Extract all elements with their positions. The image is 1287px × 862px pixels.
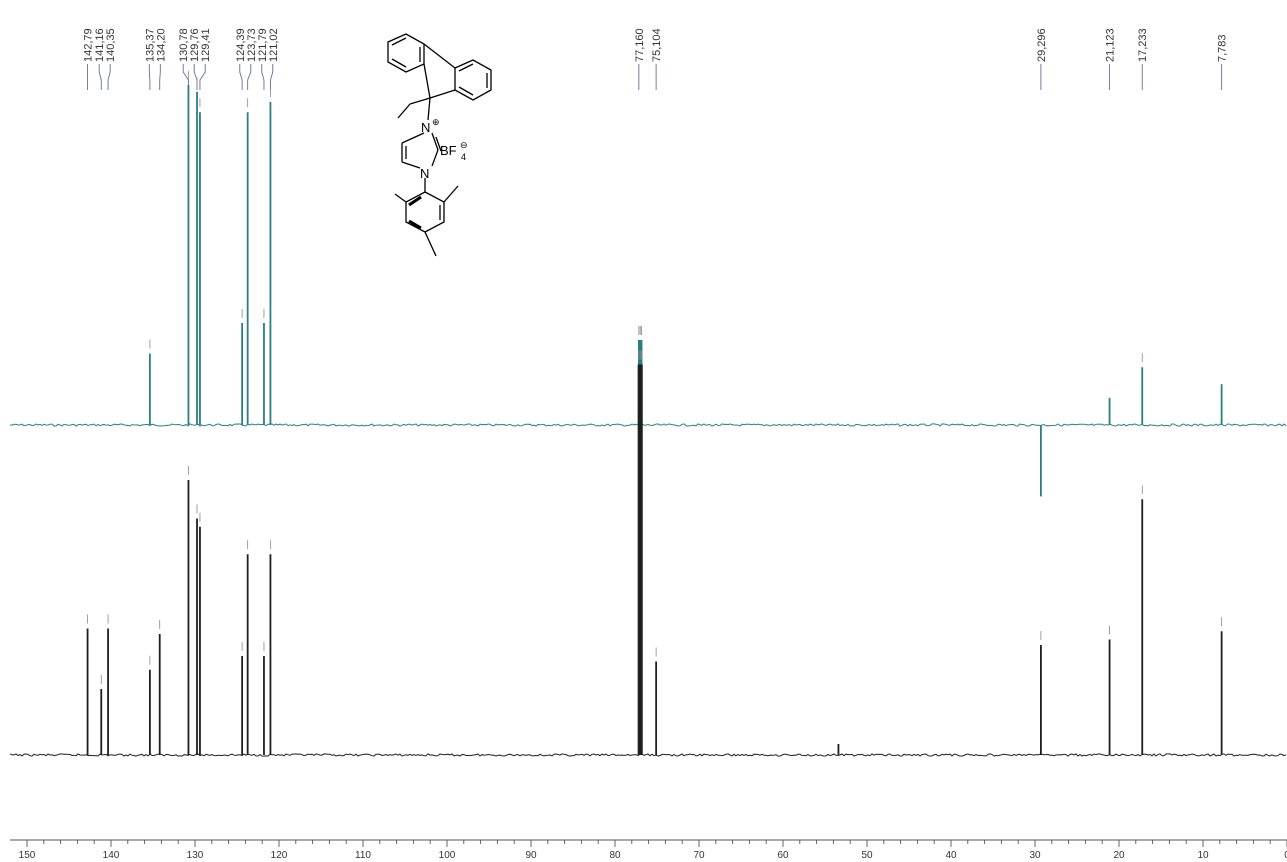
fluorenyl-right-ring [454, 59, 492, 101]
x-tick-label: 30 [1029, 850, 1041, 861]
peak-label: 17,233 [1137, 28, 1149, 90]
peak-label: 129,41 [199, 28, 212, 90]
peak-label-text: 123,73 [246, 28, 258, 62]
x-tick-label: 130 [187, 850, 204, 861]
peak-label: 121,02 [268, 28, 280, 90]
x-tick-label: 140 [103, 850, 120, 861]
peak-label-leader [98, 64, 102, 90]
peak-label-leader [199, 64, 206, 90]
peak-label-text: 124,39 [235, 28, 247, 62]
x-tick-label: 20 [1113, 850, 1125, 861]
peak-label-text: 140,35 [105, 28, 117, 62]
peak-label: 135,37 [144, 28, 156, 90]
molecule-labels: N ⊕ N BF 4 ⊖ [420, 117, 468, 181]
spectrum-layer [9, 71, 1287, 757]
x-tick-label: 110 [355, 850, 371, 861]
peak-label-text: 142,79 [83, 28, 95, 62]
peak-label: 141,16 [94, 28, 106, 90]
x-tick-label: 90 [525, 850, 537, 861]
x-axis: 1501401301201101009080706050403020100 [10, 839, 1287, 861]
anion-charge-icon: ⊖ [460, 140, 468, 150]
molecule-structure [387, 33, 492, 257]
x-tick-label: 10 [1197, 850, 1209, 861]
x-tick-label: 60 [777, 850, 789, 861]
peak-label-leader [261, 64, 265, 90]
x-tick-label: 100 [439, 850, 456, 861]
peak-label: 7,783 [1217, 34, 1229, 90]
peak-label: 75,104 [651, 28, 663, 90]
spectrum-baseline [9, 423, 1287, 427]
anion-label: BF [440, 143, 457, 158]
peak-label-leader [107, 64, 111, 90]
peak-label-text: 29,296 [1036, 28, 1048, 62]
cation-nitrogen-label: N [421, 120, 430, 135]
x-tick-label: 80 [609, 850, 621, 861]
cation-charge-icon: ⊕ [432, 117, 440, 127]
anion-subscript: 4 [461, 152, 466, 162]
x-tick-label: 40 [945, 850, 957, 861]
peak-label-text: 7,783 [1217, 34, 1229, 62]
peak-label-text: 129,76 [189, 28, 201, 62]
peak-label: 121,79 [257, 28, 269, 90]
peak-label-text: 130,78 [178, 28, 190, 62]
peak-label-text: 121,02 [268, 28, 280, 62]
peak-label-leader [269, 64, 274, 90]
peak-label: 29,296 [1036, 28, 1048, 90]
peak-label: 142,79 [83, 28, 95, 90]
x-tick-label: 120 [271, 850, 288, 861]
peak-label-layer: 142,79 141,16 140,35 135,37 134,20 130,78 129,… [83, 28, 1229, 90]
nitrogen-label: N [420, 166, 429, 181]
peak-label: 77,160 [634, 28, 646, 90]
mesityl-ring [405, 191, 445, 233]
peak-label-text: 135,37 [144, 28, 156, 62]
peak-label-text: 129,41 [200, 28, 212, 62]
peak-label: 140,35 [105, 28, 117, 90]
x-tick-label: 70 [693, 850, 705, 861]
peak-label: 21,123 [1105, 28, 1117, 90]
peak-label: 123,73 [246, 28, 258, 90]
peak-label-text: 75,104 [651, 28, 663, 62]
peak-label-text: 21,123 [1105, 28, 1117, 62]
spectrum-trace-1 [9, 71, 1287, 497]
x-tick-label: 50 [861, 850, 873, 861]
peak-label-leader [193, 64, 198, 90]
x-tick-label: 0 [1284, 850, 1287, 861]
peak-label-text: 17,233 [1137, 28, 1149, 62]
peak-label-text: 141,16 [94, 28, 106, 62]
peak-label-text: 77,160 [634, 28, 646, 62]
peak-label-leader [159, 64, 161, 90]
peak-label: 134,20 [155, 28, 167, 90]
peak-label-text: 121,79 [257, 28, 269, 62]
peak-label: 124,39 [235, 28, 247, 90]
x-tick-label: 150 [19, 850, 36, 861]
peak-label-leader [148, 64, 151, 90]
spectrum-trace-2 [9, 350, 1287, 757]
spectrum-baseline [9, 753, 1287, 757]
peak-label-leader [247, 64, 252, 90]
peak-label-leader [239, 64, 243, 90]
peak-label-text: 134,20 [155, 28, 167, 62]
